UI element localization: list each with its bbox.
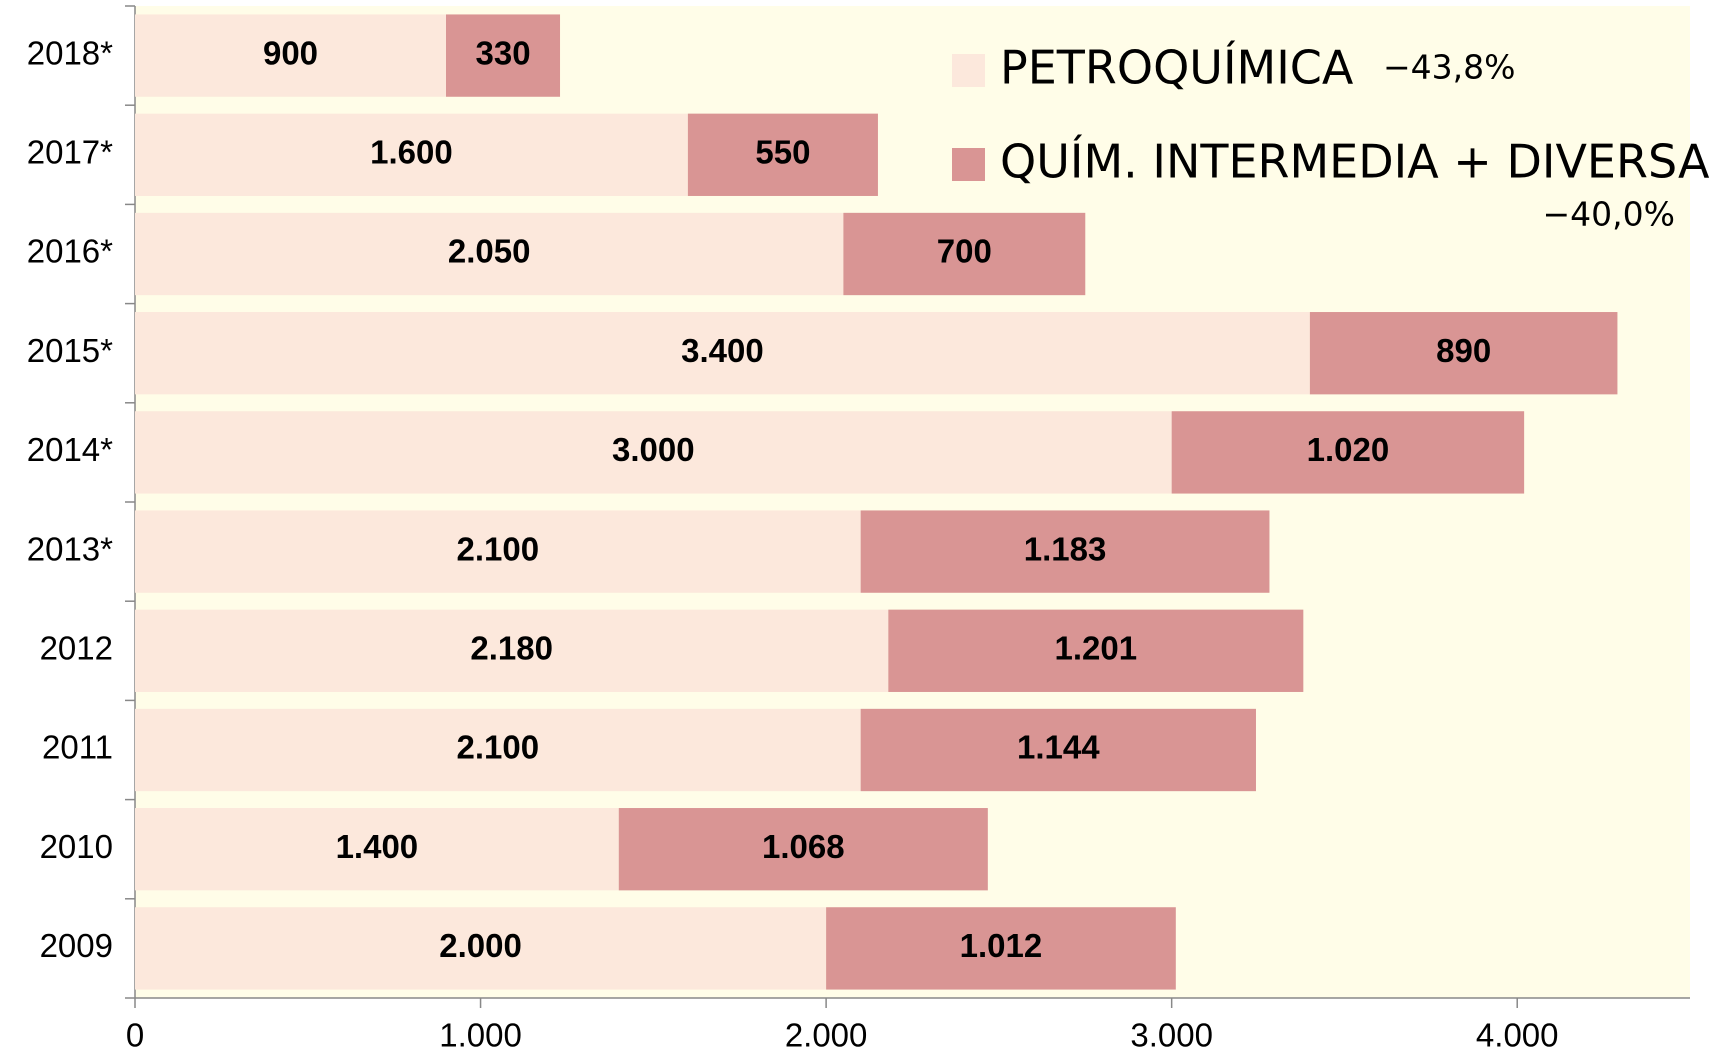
bar-segment [135, 113, 688, 196]
bar-segment [135, 14, 446, 97]
x-tick-label: 3.000 [1130, 1017, 1213, 1054]
bar-segment [618, 808, 988, 891]
legend-swatch [952, 148, 985, 181]
bar-segment [826, 907, 1176, 990]
legend-label: PETROQUÍMICA [1000, 41, 1354, 95]
data-label: 3.000 [612, 431, 695, 468]
bar-segment [135, 510, 861, 593]
category-label: 2014* [27, 431, 113, 468]
bar-segment [888, 609, 1304, 692]
category-label: 2009 [40, 927, 113, 964]
bar-segment [135, 312, 1310, 395]
data-label: 1.183 [1024, 530, 1107, 567]
data-label: 1.600 [370, 134, 453, 171]
bar-segment [446, 14, 561, 97]
bar-segment [860, 510, 1270, 593]
data-label: 900 [263, 34, 318, 71]
data-label: 2.100 [457, 530, 540, 567]
bar-segment [687, 113, 878, 196]
bar-segment [860, 708, 1256, 792]
x-tick-label: 2.000 [785, 1017, 868, 1054]
x-tick-label: 4.000 [1476, 1017, 1559, 1054]
legend-label: QUÍM. INTERMEDIA + DIVERSA [1000, 135, 1710, 189]
bar-segment [1171, 411, 1525, 494]
bar-segment [135, 212, 844, 296]
data-label: 2.180 [470, 630, 553, 667]
data-label: 1.144 [1017, 729, 1100, 766]
bar-segment [135, 609, 889, 692]
bar-segment [135, 708, 861, 792]
data-label: 3.400 [681, 332, 764, 369]
bar-segment [135, 808, 619, 891]
data-label: 1.020 [1307, 431, 1390, 468]
x-tick-label: 0 [126, 1017, 144, 1054]
category-label: 2013* [27, 530, 113, 567]
bar-segment [135, 411, 1172, 494]
data-label: 890 [1436, 332, 1491, 369]
category-label: 2018* [27, 34, 113, 71]
data-label: 1.068 [762, 828, 845, 865]
x-tick-label: 1.000 [439, 1017, 522, 1054]
category-label: 2011 [42, 729, 113, 766]
legend-swatch [952, 54, 985, 87]
category-label: 2012 [40, 630, 113, 667]
category-label: 2015* [27, 332, 113, 369]
data-label: 2.000 [439, 927, 522, 964]
data-label: 1.400 [336, 828, 419, 865]
legend-annotation: −40,0% [1543, 195, 1675, 234]
data-label: 2.050 [448, 233, 531, 270]
legend-annotation: −43,8% [1383, 48, 1515, 87]
data-label: 700 [937, 233, 992, 270]
data-label: 550 [755, 134, 810, 171]
bar-segment [1309, 312, 1618, 395]
data-label: 1.201 [1055, 630, 1138, 667]
category-label: 2017* [27, 134, 113, 171]
data-label: 330 [475, 34, 530, 71]
bar-segment [843, 212, 1086, 296]
data-label: 2.100 [457, 729, 540, 766]
bar-segment [135, 907, 827, 990]
data-label: 1.012 [960, 927, 1043, 964]
category-label: 2010 [40, 828, 113, 865]
category-label: 2016* [27, 233, 113, 270]
